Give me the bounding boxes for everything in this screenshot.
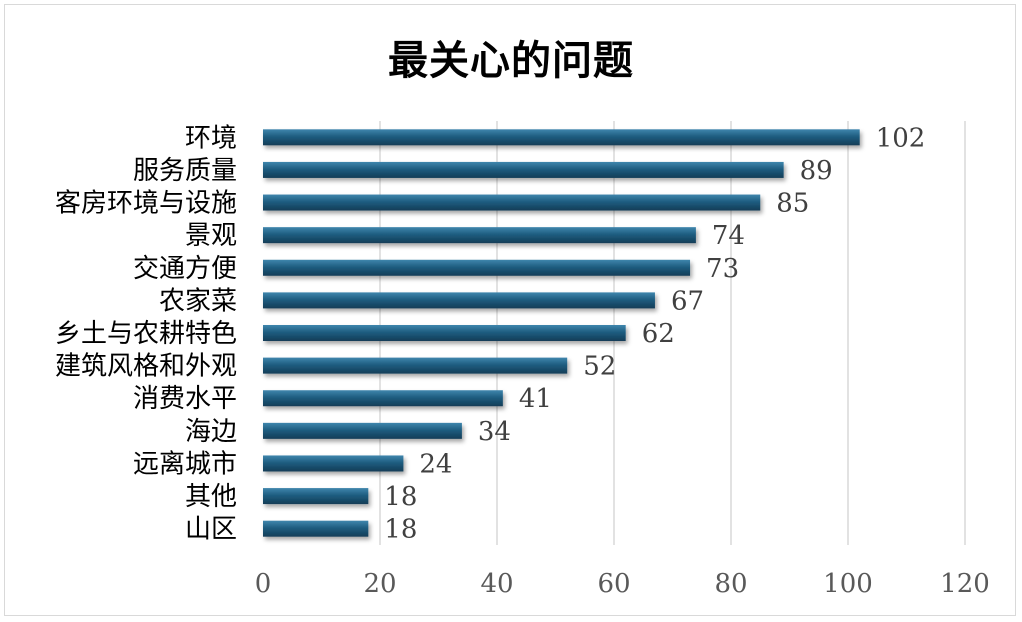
data-label: 52 xyxy=(583,352,616,382)
bar xyxy=(263,455,404,472)
data-label: 102 xyxy=(876,123,926,153)
data-label: 89 xyxy=(800,156,833,186)
bar xyxy=(263,357,568,374)
bar xyxy=(263,520,369,537)
category-label: 交通方便 xyxy=(133,254,237,284)
data-label: 62 xyxy=(642,319,675,349)
category-label: 乡土与农耕特色 xyxy=(55,319,237,349)
bar xyxy=(263,227,696,244)
data-label: 74 xyxy=(712,221,745,251)
x-tick-label: 0 xyxy=(255,569,272,599)
category-label: 消费水平 xyxy=(133,384,237,414)
data-label: 85 xyxy=(776,189,809,219)
bar xyxy=(263,488,369,505)
bars xyxy=(263,129,860,537)
category-label: 景观 xyxy=(185,221,237,251)
category-label: 远离城市 xyxy=(133,449,237,479)
data-label: 18 xyxy=(384,515,417,545)
chart-title: 最关心的问题 xyxy=(388,37,634,84)
data-label: 41 xyxy=(519,384,552,414)
x-tick-label: 120 xyxy=(940,569,990,599)
category-label: 海边 xyxy=(185,417,237,447)
category-label: 建筑风格和外观 xyxy=(55,352,237,382)
category-label: 环境 xyxy=(185,123,237,153)
bar xyxy=(263,259,691,276)
data-label: 24 xyxy=(419,449,452,479)
data-label: 73 xyxy=(706,254,739,284)
bar xyxy=(263,161,784,178)
category-labels: 环境服务质量客房环境与设施景观交通方便农家菜乡土与农耕特色建筑风格和外观消费水平… xyxy=(55,123,237,544)
bar xyxy=(263,325,626,341)
bar xyxy=(263,194,761,211)
category-label: 其他 xyxy=(185,482,237,512)
x-tick-label: 80 xyxy=(714,569,747,599)
x-tick-label: 60 xyxy=(597,569,630,599)
category-label: 服务质量 xyxy=(133,156,237,186)
x-axis-ticks: 0 20 40 60 80 100 120 xyxy=(255,569,990,599)
category-label: 客房环境与设施 xyxy=(55,189,237,219)
data-label: 34 xyxy=(478,417,511,447)
x-tick-label: 100 xyxy=(823,569,873,599)
x-tick-label: 20 xyxy=(363,569,396,599)
data-label: 18 xyxy=(384,482,417,512)
x-tick-label: 40 xyxy=(480,569,513,599)
bar xyxy=(263,292,655,309)
bar xyxy=(263,422,462,439)
bar xyxy=(263,129,860,146)
category-label: 农家菜 xyxy=(159,286,237,316)
category-label: 山区 xyxy=(185,515,237,545)
bar xyxy=(263,390,503,407)
data-label: 67 xyxy=(671,286,704,316)
